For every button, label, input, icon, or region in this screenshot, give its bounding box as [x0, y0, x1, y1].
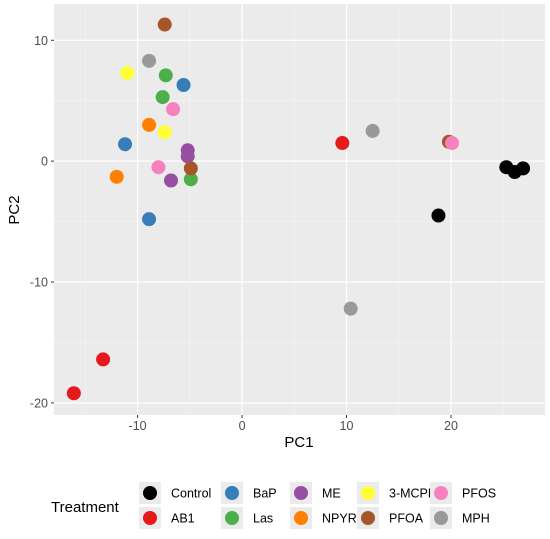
- point-mph: [142, 53, 157, 68]
- legend-key-3-mcpd: [361, 486, 375, 500]
- legend-label-npyr: NPYR: [322, 512, 357, 526]
- legend-key-control: [143, 486, 157, 500]
- major-gridlines: [54, 4, 545, 415]
- y-tick-label: 10: [34, 34, 48, 48]
- y-axis-tick-labels: -20 -10 0 10: [30, 34, 48, 411]
- x-tick-label: 20: [444, 419, 458, 433]
- legend-key-ab1: [143, 511, 157, 525]
- y-tick-label: 0: [41, 155, 48, 169]
- point-pfos: [445, 136, 460, 151]
- point-bap: [118, 137, 133, 152]
- legend-key-pfos: [434, 486, 448, 500]
- y-axis-title: PC2: [6, 195, 23, 224]
- point-me: [180, 149, 195, 164]
- point-3-mcpd: [120, 65, 135, 80]
- point-bap: [142, 212, 157, 227]
- panel-background: [54, 4, 545, 415]
- legend-key-npyr: [294, 511, 308, 525]
- axis-ticks: [51, 39, 452, 418]
- legend-label-bap: BaP: [253, 487, 277, 501]
- minor-gridlines: [54, 4, 545, 415]
- point-control: [431, 208, 446, 223]
- point-bap: [176, 77, 191, 92]
- point-las: [183, 172, 198, 187]
- legend-label-ab1: AB1: [171, 512, 195, 526]
- legend-label-las: Las: [253, 512, 273, 526]
- x-tick-label: -10: [129, 419, 147, 433]
- point-mph: [365, 123, 380, 138]
- point-3-mcpd: [157, 125, 172, 140]
- legend-key-pfoa: [361, 511, 375, 525]
- x-tick-label: 0: [239, 419, 246, 433]
- point-pfoa: [183, 161, 198, 176]
- legend-key-bap: [225, 486, 239, 500]
- legend-key-mph: [434, 511, 448, 525]
- data-points: [66, 17, 531, 401]
- point-me: [164, 173, 179, 188]
- y-tick-label: -20: [30, 396, 48, 410]
- legend-key-me: [294, 486, 308, 500]
- point-npyr: [109, 169, 124, 184]
- point-pfos: [166, 102, 181, 117]
- y-tick-label: -10: [30, 276, 48, 290]
- point-ab1: [335, 136, 350, 151]
- legend: Control AB1 BaP Las ME NPYR 3-MCPD PFOA PFOS MPH: [139, 482, 496, 529]
- legend-label-mph: MPH: [462, 512, 490, 526]
- point-las: [155, 90, 170, 105]
- point-las: [158, 68, 173, 83]
- x-axis-tick-labels: -10 0 10 20: [129, 419, 458, 433]
- legend-key-las: [225, 511, 239, 525]
- legend-label-3-mcpd: 3-MCPD: [389, 487, 437, 501]
- legend-label-me: ME: [322, 487, 341, 501]
- point-npyr: [142, 117, 157, 132]
- point-ab1: [96, 352, 111, 367]
- point-mph: [343, 301, 358, 316]
- point-control: [516, 161, 531, 176]
- x-tick-label: 10: [340, 419, 354, 433]
- legend-label-pfos: PFOS: [462, 487, 496, 501]
- legend-label-pfoa: PFOA: [389, 512, 424, 526]
- legend-label-control: Control: [171, 487, 211, 501]
- x-axis-title: PC1: [284, 434, 313, 451]
- legend-title: Treatment: [51, 499, 120, 516]
- point-pfos: [151, 160, 166, 175]
- point-ab1: [66, 386, 81, 401]
- point-pfoa: [157, 17, 172, 32]
